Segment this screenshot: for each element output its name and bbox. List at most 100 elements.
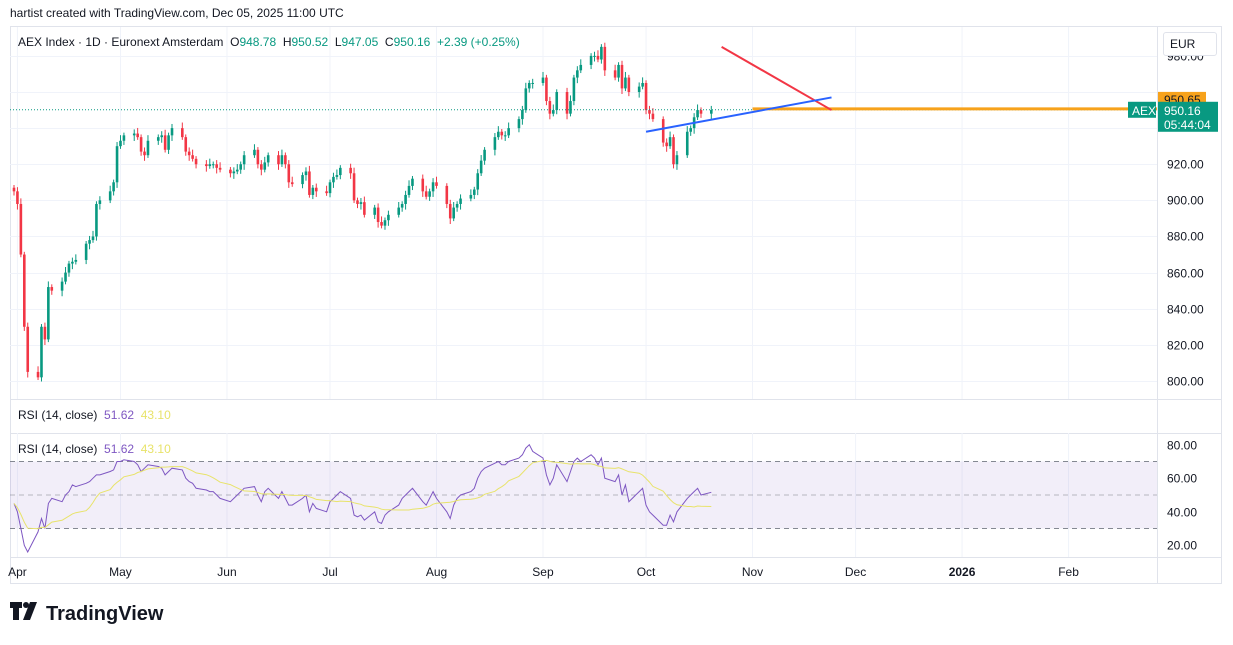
candle-body [187,151,191,156]
candle-body [404,194,407,204]
candle-body [335,175,339,177]
candle-body [572,77,576,102]
candle-body [136,133,139,138]
candle-body [445,185,449,204]
price-tick-label: 880.00 [1167,230,1204,244]
rsi-legend-2-ma: 43.10 [140,442,171,456]
rsi-legend-1: RSI (14, close) 51.62 43.10 [18,408,171,422]
candle-body [661,119,665,143]
candle-body [167,135,170,150]
candle-body [146,140,150,156]
candle-body [181,128,184,138]
grid-lines [10,27,1222,584]
red-trendline [721,45,833,111]
candle-body [160,135,164,138]
time-tick-label: Dec [845,565,866,579]
chart-frame[interactable] [10,26,1222,584]
rsi-line [13,443,712,554]
legend-open: 948.78 [239,35,277,49]
candle-body [84,243,88,260]
candle-body [459,198,462,204]
legend-high: 950.52 [291,35,329,49]
candle-body [521,110,524,120]
candle-body [431,182,435,192]
last-price-text: 950.16 [1164,104,1201,118]
candle-body [208,164,212,167]
time-tick-label: Apr [8,565,27,579]
legend-low-label: L [334,35,342,49]
candle-body [452,207,455,219]
candle-body [648,110,651,114]
time-tick-label: Jul [322,565,337,579]
candle-body [284,155,287,165]
candle-body [503,135,507,137]
candle-body [359,202,363,204]
candle-body [637,86,641,93]
candle-body [576,70,579,78]
candle-body [215,164,218,168]
candle-body [352,173,356,201]
candle-body [624,77,627,89]
candle-body [400,203,404,208]
candle-body [665,142,668,147]
countdown-text: 05:44:04 [1164,118,1211,132]
candle-body [132,133,136,136]
rsi-legend-2: RSI (14, close) 51.62 43.10 [18,442,171,456]
candle-body [617,64,620,78]
time-tick-label: May [109,565,132,579]
symbol-tag-text: AEX [1132,104,1156,118]
candle-body [139,137,143,152]
rsi-lines [13,443,712,554]
candle-body [260,164,263,170]
candle-body [668,137,672,147]
candle-body [373,207,376,215]
candle-body [411,178,414,186]
price-tick-label: 820.00 [1167,339,1204,353]
candle-body [497,131,500,138]
candle-body [620,64,624,89]
candle-body [593,55,596,57]
axes: 980.00920.00900.00880.00860.00840.00820.… [8,50,1204,580]
candle-body [569,101,572,114]
candle-body [651,113,655,120]
candle-body [380,222,383,226]
attribution-header: hartist created with TradingView.com, De… [10,6,344,20]
candle-body [589,55,593,65]
rsi-tick-label: 40.00 [1167,506,1197,520]
candle-body [242,155,246,165]
candle-body [19,203,23,255]
candle-body [332,176,335,183]
time-tick-label: Jun [217,565,236,579]
currency-label: EUR [1170,37,1196,51]
candle-body [596,55,600,60]
candle-body [548,101,552,114]
candle-body [277,155,280,165]
candle-body [60,281,64,291]
candle-body [507,128,510,136]
candle-body [311,187,315,195]
time-tick-label: 2026 [949,565,976,579]
rsi-band [10,460,1157,530]
candle-body [266,155,270,163]
candle-body [184,137,188,152]
symbol-tag [1128,101,1156,118]
candle-body [301,175,304,185]
candle-body [476,173,480,190]
candle-body [67,263,71,273]
candle-body [325,191,328,194]
candle-body [472,189,476,195]
candle-body [71,261,74,264]
candle-body [232,171,236,174]
candle-body [229,169,232,174]
candle-body [527,82,531,89]
candle-body [435,182,438,186]
price-tick-label: 860.00 [1167,267,1204,281]
currency-selector[interactable]: EUR [1163,32,1217,56]
candle-body [600,46,603,60]
candle-body [218,167,222,170]
rsi-legend-1-value: 51.62 [104,408,135,422]
time-tick-label: Nov [742,565,763,579]
legend-change: +2.39 (+0.25%) [436,35,520,49]
tradingview-logo[interactable]: TradingView [10,602,163,626]
